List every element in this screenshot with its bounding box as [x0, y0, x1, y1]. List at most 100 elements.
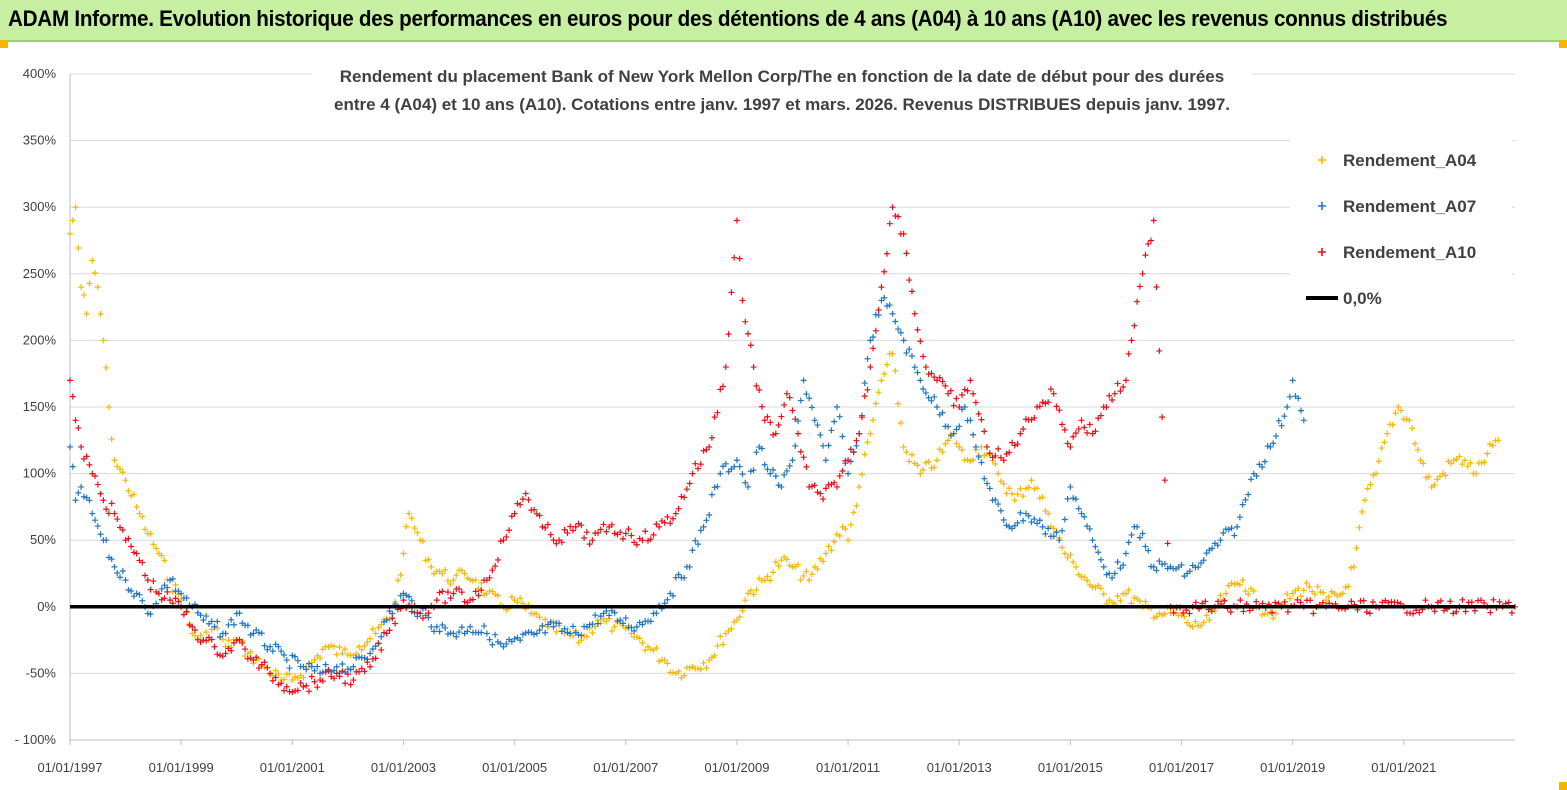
data-point	[617, 529, 624, 536]
data-point	[547, 618, 554, 625]
data-point	[700, 447, 707, 454]
data-point	[247, 631, 254, 638]
data-point	[397, 571, 404, 578]
data-point	[934, 457, 940, 464]
data-point	[481, 622, 488, 629]
data-point	[861, 451, 868, 458]
data-point	[406, 593, 413, 600]
data-point	[111, 510, 118, 517]
data-point	[569, 527, 576, 534]
data-point	[931, 393, 938, 400]
data-point	[1084, 523, 1091, 530]
data-point	[1122, 377, 1129, 384]
data-point	[781, 401, 788, 408]
data-point	[947, 387, 954, 394]
data-point	[622, 615, 629, 622]
data-point	[417, 537, 424, 544]
data-point	[845, 537, 852, 544]
data-point	[856, 430, 863, 437]
data-point	[1084, 577, 1091, 584]
data-point	[745, 330, 752, 337]
data-point	[853, 502, 860, 509]
data-point	[739, 297, 746, 304]
data-point	[742, 479, 749, 486]
data-point	[700, 523, 707, 530]
data-point	[272, 674, 279, 681]
data-point	[664, 596, 671, 603]
data-point	[1142, 543, 1149, 550]
data-point	[478, 580, 485, 587]
data-point	[670, 592, 677, 599]
data-point	[425, 610, 432, 617]
data-point	[1203, 612, 1210, 619]
data-point	[444, 589, 451, 596]
data-point	[1289, 377, 1296, 384]
data-point	[325, 666, 332, 673]
data-point	[1220, 596, 1227, 603]
data-point	[717, 386, 724, 393]
data-point	[297, 679, 304, 686]
data-point	[144, 577, 151, 584]
data-point	[1028, 477, 1035, 484]
data-point	[519, 496, 526, 503]
data-point	[447, 581, 454, 588]
data-point	[503, 533, 510, 540]
data-point	[311, 667, 318, 674]
data-point	[1061, 550, 1068, 557]
data-point	[264, 664, 271, 671]
data-point	[917, 470, 924, 477]
data-point	[1295, 395, 1302, 402]
data-point	[222, 650, 229, 657]
data-point	[803, 568, 810, 575]
data-point	[167, 577, 174, 584]
data-point	[753, 382, 760, 389]
data-point	[108, 435, 115, 442]
data-point	[125, 587, 132, 594]
data-point	[900, 443, 907, 450]
data-point	[622, 530, 629, 537]
data-point	[1159, 612, 1166, 619]
data-point	[408, 608, 415, 615]
y-tick-label: - 100%	[15, 732, 57, 747]
data-point	[1039, 399, 1046, 406]
data-point	[1056, 407, 1063, 414]
data-point	[978, 459, 985, 466]
data-point	[69, 393, 76, 400]
data-point	[386, 627, 393, 634]
data-point	[772, 430, 779, 437]
data-point	[1220, 529, 1227, 536]
data-point	[542, 616, 549, 623]
data-point	[472, 588, 479, 595]
data-point	[150, 541, 157, 548]
data-point	[1017, 509, 1024, 516]
data-point	[1468, 599, 1475, 606]
data-point	[858, 471, 865, 478]
data-point	[1097, 556, 1104, 563]
data-point	[406, 510, 413, 517]
data-point	[1398, 407, 1405, 414]
data-point	[939, 409, 946, 416]
legend: Rendement_A04 Rendement_A07 Rendement_A10 0…	[1306, 151, 1477, 308]
data-point	[514, 500, 521, 507]
data-point	[825, 442, 832, 449]
data-point	[450, 630, 457, 637]
legend-marker	[1318, 248, 1326, 256]
data-point	[708, 491, 715, 498]
data-point	[970, 390, 977, 397]
data-point	[1164, 540, 1171, 547]
data-point	[870, 417, 877, 424]
data-point	[761, 577, 768, 584]
data-point	[1031, 516, 1038, 523]
data-point	[1473, 470, 1480, 477]
data-point	[1045, 399, 1052, 406]
data-point	[1434, 599, 1441, 606]
data-point	[378, 646, 385, 653]
data-point	[639, 621, 646, 628]
data-point	[797, 397, 804, 404]
data-point	[1106, 570, 1113, 577]
data-point	[1045, 510, 1052, 517]
data-point	[1034, 485, 1041, 492]
data-point	[1161, 611, 1168, 618]
data-point	[1047, 386, 1054, 393]
data-point	[214, 625, 221, 632]
